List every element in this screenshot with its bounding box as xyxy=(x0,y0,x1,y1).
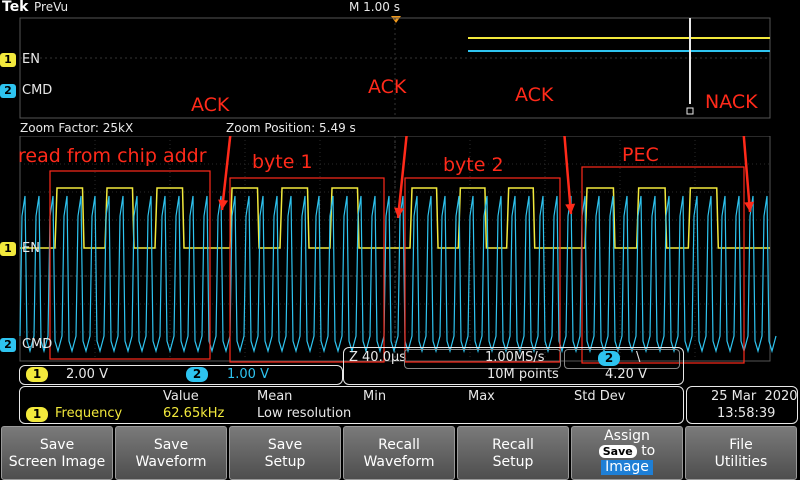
timebase-readout: M 1.00 s xyxy=(349,0,400,14)
overview-ch2-label: CMD xyxy=(22,83,53,98)
ch1-scale-badge: 1 xyxy=(26,367,48,382)
softkey-label-line2: Utilities xyxy=(714,454,768,470)
trigger-source-badge: 2 xyxy=(598,351,620,366)
header-bar: Tek PreVu M 1.00 s xyxy=(0,0,800,23)
meas-value: 62.65kHz xyxy=(163,406,225,421)
softkey-label-line1: Recall xyxy=(378,437,420,453)
recall-setup-button[interactable]: Recall Setup xyxy=(457,426,569,480)
assign-to-text: to xyxy=(641,443,656,459)
annotation-byte-1: byte 1 xyxy=(252,151,313,173)
softkey-label-line2: Setup xyxy=(264,454,306,470)
softkey-label-line2: Setup xyxy=(492,454,534,470)
assign-save-row: Save to xyxy=(572,444,682,459)
meas-header-stddev: Std Dev xyxy=(574,389,626,404)
brand-logo: Tek xyxy=(2,0,29,15)
softkey-label-line2: Waveform xyxy=(363,454,435,470)
nack-arrow xyxy=(742,136,752,213)
meas-header-max: Max xyxy=(468,389,495,404)
assign-save-button[interactable]: Assign Save to Image xyxy=(571,426,683,480)
byte1-frame-box xyxy=(229,177,385,363)
recall-waveform-button[interactable]: Recall Waveform xyxy=(343,426,455,480)
nack-arrow-head xyxy=(744,201,755,212)
ack3-arrow xyxy=(563,136,573,215)
zoom-window-bracket xyxy=(686,107,694,115)
meas-header-value: Value xyxy=(163,389,199,404)
vertical-scale-panel[interactable]: 1 2.00 V 2 1.00 V xyxy=(19,365,343,385)
annotation-pec: PEC xyxy=(622,144,659,166)
trigger-box xyxy=(564,349,680,369)
ch2-scale: 1.00 V xyxy=(227,367,269,382)
softkey-label-line1: Save xyxy=(267,437,303,453)
sample-rate: 1.00MS/s xyxy=(485,350,545,365)
ack1-arrow xyxy=(220,136,232,211)
overview-ch2-marker[interactable]: 2 xyxy=(0,84,16,98)
read-frame-box xyxy=(49,170,211,360)
meas-header-min: Min xyxy=(363,389,387,404)
annotation-ack-3: ACK xyxy=(515,84,554,106)
overview-ch1-label: EN xyxy=(22,52,40,67)
annotation-read-from-chip-addr: read from chip addr xyxy=(18,145,207,167)
datetime-panel[interactable]: 25 Mar 2020 13:58:39 xyxy=(686,386,798,424)
record-length: 10M points xyxy=(487,367,559,382)
meas-note: Low resolution xyxy=(257,406,352,421)
save-key-badge: Save xyxy=(598,445,637,458)
softkey-label-line1: Save xyxy=(153,437,189,453)
annotation-ack-1: ACK xyxy=(191,94,230,116)
ack1-arrow-head xyxy=(218,199,229,210)
save-setup-button[interactable]: Save Setup xyxy=(229,426,341,480)
zoom-graticule xyxy=(19,136,777,364)
acquisition-mode: PreVu xyxy=(34,0,69,14)
date: 25 Mar 2020 xyxy=(711,389,798,404)
overview-ch1-marker[interactable]: 1 xyxy=(0,53,16,67)
byte2-frame-box xyxy=(404,177,561,363)
ch2-scale-badge: 2 xyxy=(186,367,208,382)
annotation-byte-2: byte 2 xyxy=(443,154,504,176)
meas-name: Frequency xyxy=(55,406,123,421)
horizontal-panel[interactable]: Z 40.0µs 1.00MS/s 10M points 2 \ 4.20 V xyxy=(343,347,684,385)
meas-header-mean: Mean xyxy=(257,389,293,404)
softkey-label-line2: Screen Image xyxy=(8,454,106,470)
softkey-label-line1: File xyxy=(729,437,753,453)
sample-box xyxy=(404,349,561,369)
meas-channel-badge: 1 xyxy=(26,407,48,422)
ack2-arrow xyxy=(396,136,408,219)
measurement-panel[interactable]: Value Mean Min Max Std Dev 1 Frequency 6… xyxy=(19,386,684,424)
zoom-time-scale: Z 40.0µs xyxy=(349,350,407,365)
softkey-label-line1: Recall xyxy=(492,437,534,453)
ack3-arrow-head xyxy=(565,203,576,214)
softkey-label-line1: Assign xyxy=(604,428,650,444)
zoom-ch2-marker[interactable]: 2 xyxy=(0,338,16,352)
trigger-slope-icon: \ xyxy=(636,350,641,365)
annotation-nack: NACK xyxy=(705,91,758,113)
trigger-position-icon xyxy=(391,16,401,23)
ch1-scale: 2.00 V xyxy=(66,367,108,382)
pec-frame-box xyxy=(581,166,745,364)
zoom-factor: Zoom Factor: 25kX xyxy=(20,121,134,135)
save-screen-image-button[interactable]: Save Screen Image xyxy=(1,426,113,480)
trigger-level: 4.20 V xyxy=(605,367,647,382)
zoom-position: Zoom Position: 5.49 s xyxy=(226,121,356,135)
zoom-ch1-label: EN xyxy=(22,241,40,256)
annotation-ack-2: ACK xyxy=(368,76,407,98)
save-waveform-button[interactable]: Save Waveform xyxy=(115,426,227,480)
file-utilities-button[interactable]: File Utilities xyxy=(685,426,797,480)
softkey-label-line1: Save xyxy=(39,437,75,453)
ack2-arrow-head xyxy=(394,207,405,218)
time: 13:58:39 xyxy=(717,406,776,421)
zoom-ch2-trace xyxy=(19,195,777,354)
overview-window xyxy=(19,17,771,119)
zoom-ch2-label: CMD xyxy=(22,337,53,352)
assign-target: Image xyxy=(601,460,653,475)
zoom-ch1-marker[interactable]: 1 xyxy=(0,242,16,256)
softkey-label-line2: Waveform xyxy=(135,454,207,470)
